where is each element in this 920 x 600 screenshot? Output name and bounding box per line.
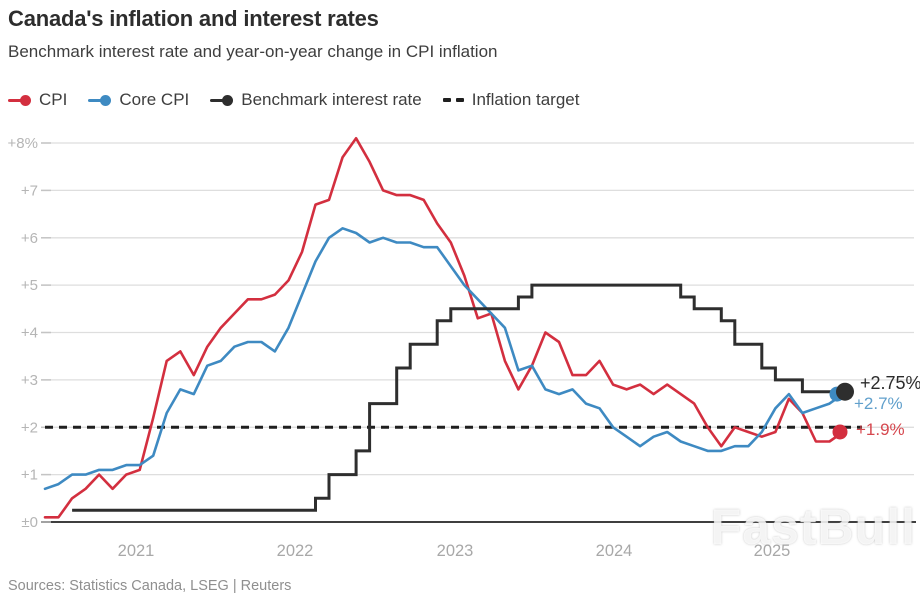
- page-subtitle: Benchmark interest rate and year-on-year…: [8, 42, 498, 61]
- end-label-core-cpi: +2.7%: [854, 394, 903, 413]
- legend-item-core-cpi: Core CPI: [88, 90, 189, 110]
- sources-text: Sources: Statistics Canada, LSEG | Reute…: [8, 578, 292, 594]
- svg-text:2023: 2023: [437, 542, 474, 560]
- legend-item-label: Inflation target: [471, 90, 580, 109]
- legend-item-inflation-target: Inflation target: [442, 90, 580, 110]
- svg-text:+1: +1: [21, 467, 38, 484]
- svg-text:+3: +3: [21, 372, 38, 389]
- page-title: Canada's inflation and interest rates: [8, 6, 379, 31]
- svg-text:+6: +6: [21, 230, 38, 247]
- legend: CPI Core CPI Benchmark interest rate Inf…: [8, 90, 579, 110]
- svg-text:2022: 2022: [277, 542, 314, 560]
- dashed-line-icon: [442, 98, 464, 102]
- benchmark-line-dot-icon: [210, 94, 234, 106]
- legend-item-label: Core CPI: [119, 90, 190, 109]
- legend-item-cpi: CPI: [8, 90, 67, 110]
- svg-text:+5: +5: [21, 277, 38, 294]
- end-label-benchmark: +2.75%: [860, 373, 920, 393]
- svg-text:±0: ±0: [21, 514, 38, 531]
- watermark: FastBull: [710, 499, 916, 555]
- svg-text:+8%: +8%: [8, 135, 38, 152]
- legend-item-label: CPI: [39, 90, 68, 109]
- svg-text:+4: +4: [21, 325, 38, 342]
- core-cpi-line-dot-icon: [88, 94, 112, 106]
- legend-item-benchmark-rate: Benchmark interest rate: [210, 90, 422, 110]
- end-label-cpi: +1.9%: [856, 420, 905, 439]
- svg-text:+2: +2: [21, 419, 38, 436]
- svg-text:2021: 2021: [118, 542, 155, 560]
- legend-item-label: Benchmark interest rate: [241, 90, 422, 109]
- cpi-line-dot-icon: [8, 94, 31, 106]
- svg-text:2024: 2024: [596, 542, 633, 560]
- svg-text:+7: +7: [21, 182, 38, 199]
